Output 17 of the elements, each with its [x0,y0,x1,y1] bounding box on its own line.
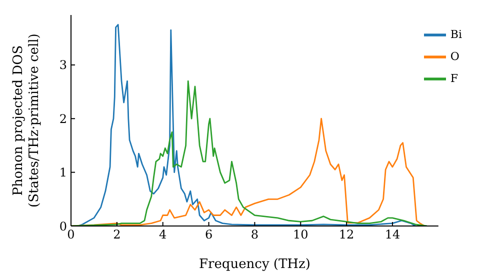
y-tick-label: 1 [59,166,67,180]
line-series [71,80,428,226]
x-axis-title: Frequency (THz) [198,257,310,272]
x-tick-label: 4 [159,228,168,242]
x-tick-label: 6 [204,228,213,242]
x-tick-label: 8 [250,228,259,242]
x-tick-label: 12 [338,228,354,242]
y-axis-title: Phonon projected DOS (States/THz·primitive cell) [11,33,42,208]
line-series [71,118,426,226]
x-tick-label: 14 [384,228,400,242]
legend-label: O [450,50,460,63]
legend-label: Bi [450,28,462,41]
legend-label: F [450,72,458,85]
y-tick-label: 3 [59,58,67,72]
x-tick-label: 10 [292,228,308,242]
y-tick-label: 2 [59,112,67,126]
x-tick-label: 2 [113,228,121,242]
